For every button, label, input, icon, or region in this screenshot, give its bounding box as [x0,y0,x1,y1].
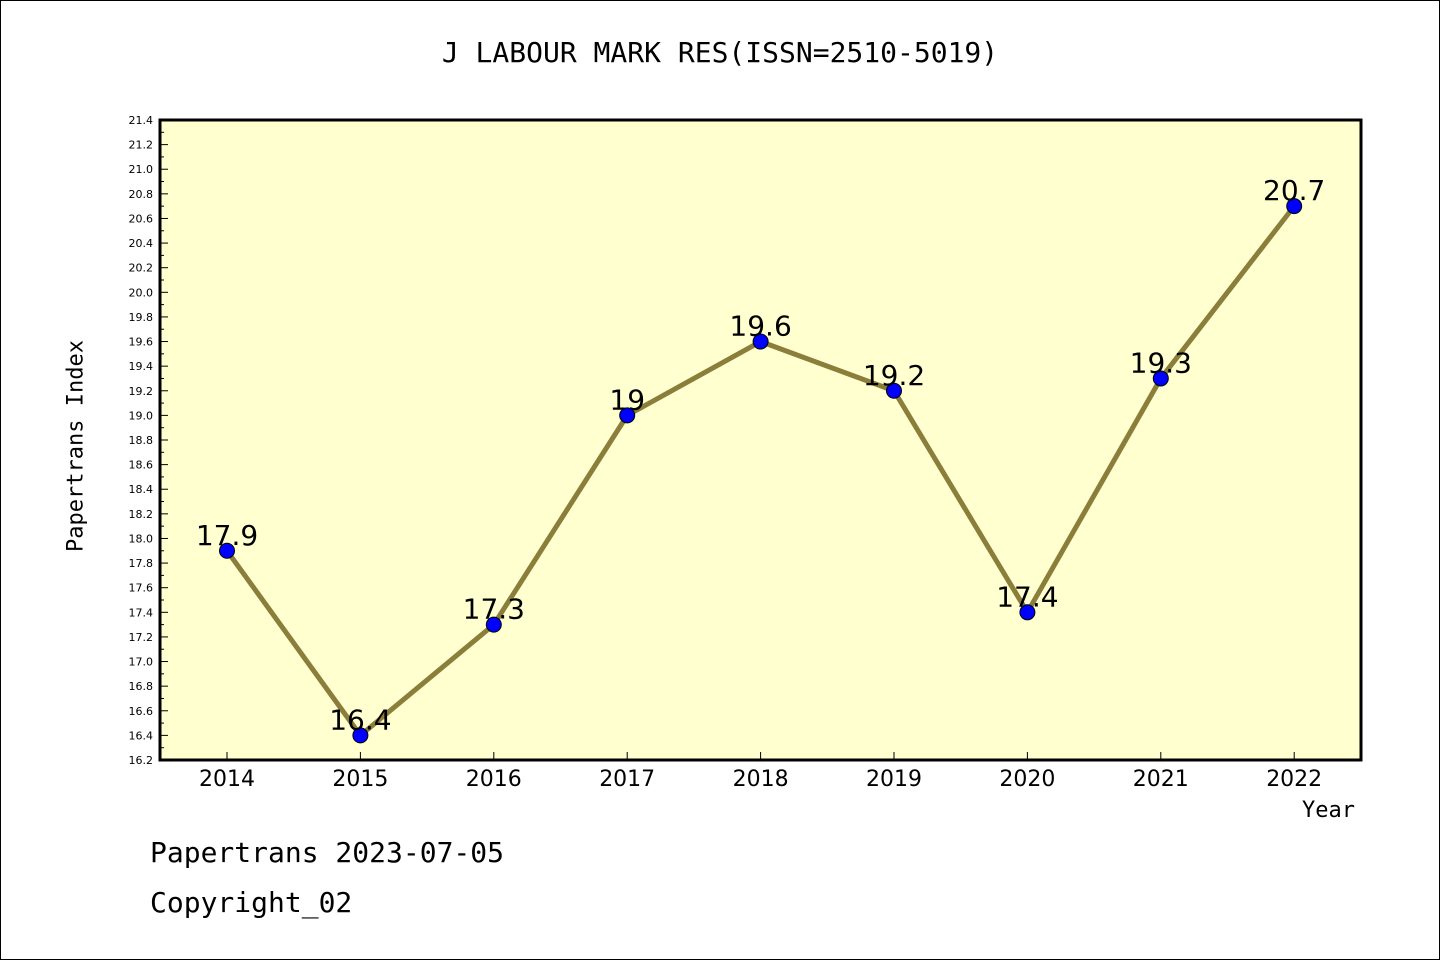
y-tick-label: 16.6 [129,705,154,718]
footer-copyright: Copyright_02 [150,886,353,919]
y-tick-label: 20.6 [129,212,154,225]
data-point [485,616,502,633]
plot-area [160,120,1361,760]
y-tick-label: 18.6 [129,459,154,472]
x-axis: 2014 2015 2016 2017 2018 2019 2020 2021 2022 [199,752,1322,792]
data-label: 16.4 [329,703,391,736]
y-tick-label: 19.6 [129,336,154,349]
series-group [219,198,1303,744]
y-tick-label: 17.4 [129,606,154,619]
x-tick-label: 2022 [1266,767,1322,792]
chart-title: J LABOUR MARK RES(ISSN=2510-5019) [441,36,999,69]
data-point [219,542,235,559]
y-tick-label: 20.0 [129,286,154,299]
y-tick-label: 18.4 [129,483,154,496]
x-tick-label: 2021 [1133,767,1189,792]
y-tick-label: 17.6 [129,582,154,595]
y-tick-label: 17.8 [129,557,154,570]
y-tick-label: 21.0 [129,163,154,176]
footer-date: Papertrans 2023-07-05 [150,836,505,869]
y-tick-label: 19.4 [129,360,154,373]
x-tick-label: 2014 [199,767,255,792]
plot-border [158,118,1363,762]
x-axis-label: Year [1302,798,1355,823]
y-tick-label: 17.0 [129,656,154,669]
data-labels: 17.9 16.4 17.3 19 19.6 19.2 17.4 19.3 20.7 [196,174,1326,736]
y-tick-label: 20.4 [129,237,154,250]
y-tick-label: 20.2 [129,262,154,275]
y-tick-label: 16.4 [129,729,154,742]
x-tick-label: 2015 [332,767,388,792]
y-tick-label: 19.2 [129,385,154,398]
y-tick-label: 16.2 [129,754,154,767]
data-point [752,333,769,350]
x-tick-label: 2019 [866,767,922,792]
data-point [886,382,902,399]
data-label: 17.4 [996,580,1058,613]
data-label: 19.6 [729,310,791,343]
data-point [352,727,369,744]
y-tick-label: 21.4 [129,114,154,127]
y-tick-label: 18.2 [129,508,154,521]
y-tick-label: 16.8 [129,680,154,693]
data-label: 19.2 [863,359,925,392]
y-tick-label: 18.8 [129,434,154,447]
y-tick-label: 20.8 [129,188,154,201]
data-point [619,407,636,424]
data-label: 19.3 [1130,346,1192,379]
y-tick-label: 19.0 [129,409,154,422]
data-point [1152,370,1169,387]
data-point [1019,604,1036,621]
x-tick-label: 2017 [599,767,655,792]
y-tick-label: 21.2 [129,139,154,152]
y-axis: 16.2 16.4 16.6 16.8 17.0 17.2 17.4 17.6 17.8 18.0… [129,114,168,767]
y-tick-label: 19.8 [129,311,154,324]
data-label: 20.7 [1263,174,1325,207]
x-tick-label: 2020 [999,767,1055,792]
data-label: 19 [609,383,645,416]
y-tick-label: 17.2 [129,631,154,644]
x-tick-label: 2016 [466,767,522,792]
data-label: 17.3 [463,593,525,626]
data-label: 17.9 [196,519,258,552]
data-point [1286,198,1303,215]
x-tick-label: 2018 [733,767,789,792]
y-tick-label: 18.0 [129,532,154,545]
